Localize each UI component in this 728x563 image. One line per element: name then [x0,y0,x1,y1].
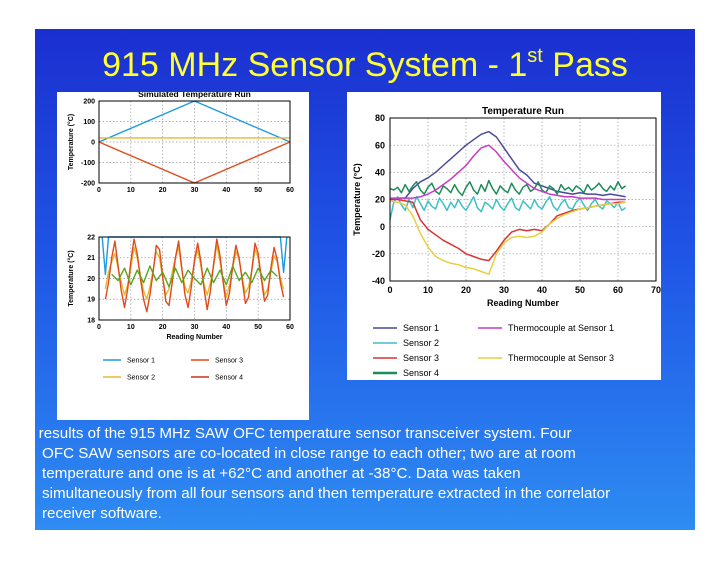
x-tick-label: 60 [286,324,294,331]
legend-label: Thermocouple at Sensor 3 [508,353,614,363]
x-tick-label: 20 [159,187,167,194]
caption: Initial results of the 915 MHz SAW OFC t… [0,424,715,524]
y-tick-label: 20 [375,195,385,205]
y-tick-label: 19 [87,297,95,304]
x-tick-label: 20 [159,324,167,331]
y-tick-label: 20 [87,276,95,283]
y-tick-label: -40 [372,276,385,286]
legend-label: Sensor 2 [403,338,439,348]
x-axis-label: Reading Number [166,334,222,341]
caption-line-5: receiver software. [42,505,162,522]
legend-label: Sensor 4 [403,368,439,378]
legend-label: Sensor 4 [215,374,243,381]
y-axis-label: Temperature (°C) [67,114,75,170]
y-tick-label: 0 [91,139,95,146]
x-tick-label: 10 [127,187,135,194]
title-main: 915 MHz Sensor System - 1 [102,46,528,84]
series-line-1 [389,130,626,201]
y-tick-label: 22 [87,234,95,241]
legend-label: Sensor 1 [127,357,155,364]
series-line-6 [389,200,626,275]
series-line-4 [389,179,627,197]
y-tick-label: -100 [81,160,95,167]
temperature-run-panel: 0 10 20 30 40 50 60 70 80 60 40 20 0 -20 -40 Temperatur… [347,92,661,380]
y-tick-label: 0 [380,222,385,232]
plot-frame [98,236,291,321]
legend-label: Thermocouple at Sensor 1 [508,323,614,333]
legend-label: Sensor 1 [403,323,439,333]
x-tick-label: 0 [97,187,101,194]
chart-title: Simulated Temperature Run [138,92,251,99]
caption-line-2: OFC SAW sensors are co-located in close … [42,445,576,462]
legend-label: Sensor 3 [403,353,439,363]
title-superscript: st [527,45,543,67]
x-tick-label: 10 [423,285,433,295]
x-tick-label: 50 [575,285,585,295]
x-tick-label: 70 [651,285,661,295]
y-axis-label: Temperature (°C) [67,250,75,306]
x-tick-label: 50 [254,187,262,194]
legend-label: Sensor 2 [127,374,155,381]
caption-line-4: simultaneously from all four sensors and… [42,485,611,502]
caption-line-1: Initial results of the 915 MHz SAW OFC t… [0,425,572,442]
y-tick-label: 200 [83,98,95,105]
x-tick-label: 20 [461,285,471,295]
title-tail: Pass [542,46,628,84]
slide-title: 915 MHz Sensor System - 1st Pass [35,45,695,85]
x-tick-label: 30 [191,187,199,194]
y-axis-label: Temperature (°C) [352,163,362,235]
caption-line-3: temperature and one is at +62°C and anot… [42,465,521,482]
y-tick-label: -200 [81,180,95,187]
series-line-5 [390,144,626,201]
y-tick-label: 80 [375,113,385,123]
y-tick-label: 18 [87,317,95,324]
y-tick-label: 40 [375,167,385,177]
x-tick-label: 30 [499,285,509,295]
x-tick-label: 40 [222,187,230,194]
x-tick-label: 10 [127,324,135,331]
plot-frame [98,100,291,184]
x-tick-label: 0 [97,324,101,331]
series-line-3 [104,238,285,313]
x-tick-label: 30 [191,324,199,331]
x-tick-label: 0 [387,285,392,295]
x-tick-label: 40 [537,285,547,295]
x-tick-label: 50 [254,324,262,331]
x-tick-label: 60 [286,187,294,194]
series-line-4 [111,265,278,288]
plot-frame [389,117,657,282]
x-tick-label: 40 [222,324,230,331]
x-axis-label: Reading Number [487,298,560,308]
temperature-run-figure: 0 10 20 30 40 50 60 70 80 60 40 20 0 -20 -40 Temperatur… [352,106,661,378]
y-tick-label: 60 [375,140,385,150]
x-tick-label: 60 [613,285,623,295]
slide: 915 MHz Sensor System - 1st Pass 0 10 20 30… [0,29,695,530]
simulated-panel: 0 10 20 30 40 50 60 200 100 0 -100 -200 Simulated Te… [57,89,309,420]
y-tick-label: -20 [372,249,385,259]
y-tick-label: 21 [87,255,95,262]
chart-title: Temperature Run [482,106,564,117]
legend-label: Sensor 3 [215,357,243,364]
y-tick-label: 100 [83,119,95,126]
